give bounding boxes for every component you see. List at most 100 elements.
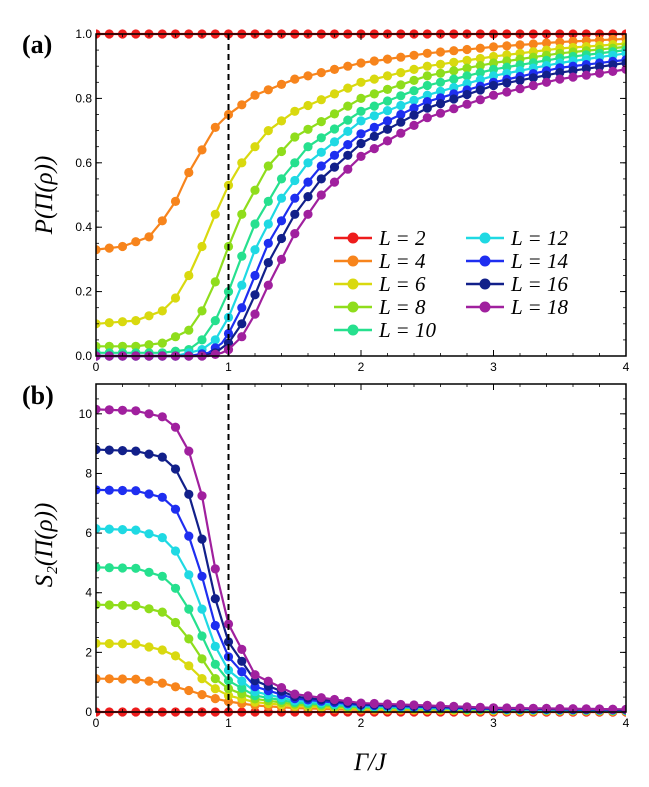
data-point xyxy=(369,56,379,66)
data-point xyxy=(131,341,141,351)
data-point xyxy=(382,136,393,146)
data-point xyxy=(104,405,114,415)
legend: L = 2L = 4L = 6L = 8L = 10L = 12L = 14L … xyxy=(334,226,568,342)
data-point xyxy=(382,699,393,709)
data-point xyxy=(276,174,287,184)
series-L-8 xyxy=(96,42,626,351)
data-point xyxy=(184,661,194,671)
data-point xyxy=(475,68,485,78)
data-point xyxy=(449,701,459,712)
data-point xyxy=(290,158,300,168)
data-point xyxy=(449,94,459,104)
y-tick-label: 10 xyxy=(79,407,93,421)
data-point xyxy=(316,693,326,703)
data-point xyxy=(488,80,499,91)
data-point xyxy=(462,71,472,81)
data-point xyxy=(197,654,207,664)
data-point xyxy=(475,75,485,85)
data-point xyxy=(435,59,446,69)
data-point xyxy=(276,216,287,226)
data-point xyxy=(303,124,313,134)
data-point xyxy=(197,491,207,501)
x-tick-label: 0 xyxy=(93,716,100,730)
data-point xyxy=(422,113,432,123)
data-point xyxy=(104,485,114,495)
series-line xyxy=(96,408,626,711)
data-point xyxy=(303,177,313,187)
data-point xyxy=(157,571,167,581)
data-point xyxy=(223,338,234,348)
data-point xyxy=(237,319,247,329)
legend-item: L = 14 xyxy=(466,249,568,273)
data-point xyxy=(409,120,419,130)
data-point xyxy=(276,146,287,157)
data-point xyxy=(290,193,300,203)
data-point xyxy=(250,90,260,100)
data-point xyxy=(210,122,220,132)
data-point xyxy=(343,115,353,125)
data-point xyxy=(170,293,181,303)
data-point xyxy=(329,137,340,147)
data-point xyxy=(131,674,141,684)
data-point xyxy=(96,245,101,255)
data-point xyxy=(329,150,340,160)
data-point xyxy=(488,90,499,100)
data-point xyxy=(356,58,366,68)
data-point xyxy=(170,583,181,593)
data-point xyxy=(303,142,313,152)
x-tick-label: 2 xyxy=(358,716,365,730)
legend-label: L = 8 xyxy=(378,295,426,319)
data-point xyxy=(184,570,194,580)
x-tick-label: 1 xyxy=(225,716,232,730)
data-point xyxy=(409,75,419,85)
data-point xyxy=(263,126,273,136)
data-point xyxy=(157,338,167,348)
data-point xyxy=(210,277,220,287)
data-point xyxy=(263,219,273,229)
data-point xyxy=(157,306,167,316)
data-point xyxy=(223,665,234,675)
legend-item: L = 4 xyxy=(334,249,426,273)
legend-label: L = 16 xyxy=(510,272,568,296)
data-point xyxy=(223,637,234,647)
data-point xyxy=(422,700,432,711)
data-point xyxy=(104,524,114,534)
data-point xyxy=(449,57,459,67)
data-point xyxy=(131,406,141,416)
data-point xyxy=(237,100,247,110)
data-point xyxy=(250,290,260,300)
data-point xyxy=(263,85,273,95)
data-point xyxy=(131,486,141,496)
data-point xyxy=(250,142,260,152)
data-point xyxy=(369,74,379,84)
x-tick-label: 3 xyxy=(490,716,497,730)
data-point xyxy=(343,696,353,706)
plot-area xyxy=(96,404,626,717)
data-point xyxy=(290,132,300,142)
data-point xyxy=(131,446,141,456)
data-point xyxy=(237,158,247,168)
data-point xyxy=(170,617,181,628)
data-point xyxy=(237,683,247,693)
data-point xyxy=(356,93,366,103)
data-point xyxy=(369,89,379,99)
x-tick-label: 4 xyxy=(623,360,630,374)
y-tick-label: 0 xyxy=(85,705,92,719)
data-point xyxy=(356,138,366,149)
legend-marker xyxy=(347,324,359,336)
data-point xyxy=(449,74,459,84)
data-point xyxy=(435,68,446,78)
data-point xyxy=(462,702,472,712)
data-point xyxy=(369,131,379,141)
data-point xyxy=(555,68,565,78)
data-point xyxy=(170,196,181,206)
data-point xyxy=(581,70,591,80)
data-point xyxy=(223,287,234,297)
data-point xyxy=(237,209,247,219)
data-point xyxy=(409,700,419,710)
data-point xyxy=(210,694,220,704)
data-point xyxy=(369,144,379,154)
data-point xyxy=(488,51,499,62)
data-point xyxy=(96,485,101,495)
legend-item: L = 12 xyxy=(466,226,568,250)
